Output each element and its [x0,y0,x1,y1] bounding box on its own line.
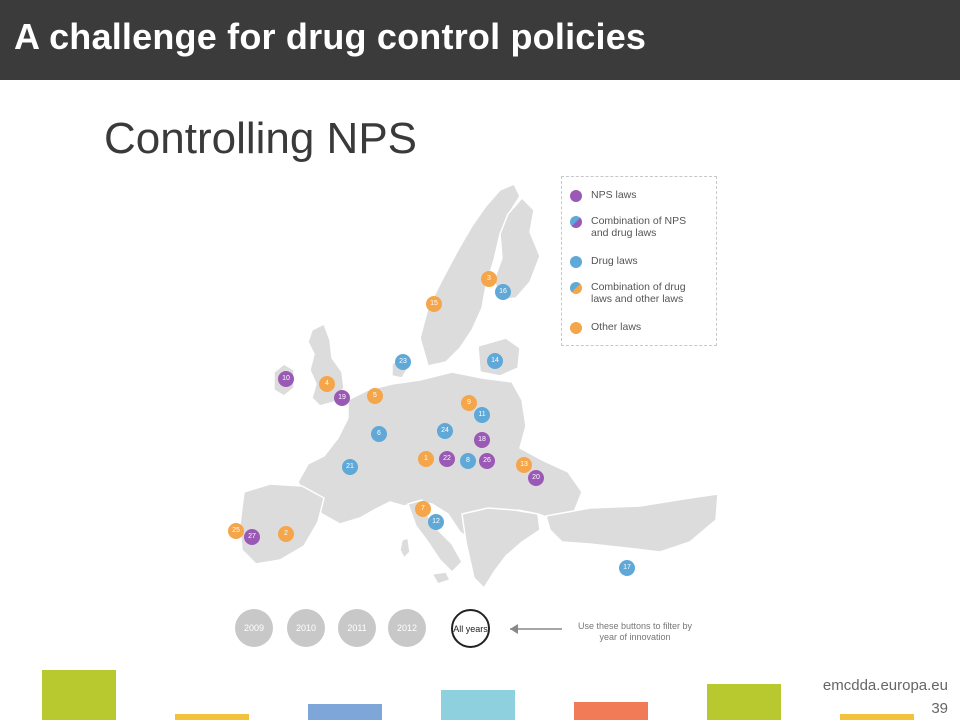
filter-arrow-head [510,624,518,634]
map-marker-22[interactable]: 22 [439,451,455,467]
other-laws-dot [570,322,582,334]
map-marker-12[interactable]: 12 [428,514,444,530]
footer-block [840,714,914,720]
map-marker-21[interactable]: 21 [342,459,358,475]
legend-item: Other laws [570,321,701,334]
slide-header: A challenge for drug control policies [0,0,960,80]
map-marker-20[interactable]: 20 [528,470,544,486]
map-marker-1[interactable]: 1 [418,451,434,467]
map-marker-19[interactable]: 19 [334,390,350,406]
footer-block [707,684,781,720]
map-marker-3[interactable]: 3 [481,271,497,287]
europe-map-figure: 3 16 15 14 23 10 4 19 5 9 11 6 24 18 1 22 8 26 13 21 20 7 12 25… [170,168,730,658]
all-years-button[interactable]: All years [451,609,490,648]
map-marker-11[interactable]: 11 [474,407,490,423]
legend-item: Combination of drug laws and other laws [570,281,701,305]
iberia-shape [239,483,325,565]
legend-label: NPS laws [591,189,637,201]
map-marker-5[interactable]: 5 [367,388,383,404]
map-marker-6[interactable]: 6 [371,426,387,442]
map-marker-10[interactable]: 10 [278,371,294,387]
map-marker-13[interactable]: 13 [516,457,532,473]
map-marker-16[interactable]: 16 [495,284,511,300]
turkey-shape [545,493,719,553]
map-marker-2[interactable]: 2 [278,526,294,542]
map-marker-7[interactable]: 7 [415,501,431,517]
drug-laws-dot [570,256,582,268]
footer-url[interactable]: emcdda.europa.eu [822,677,948,694]
nps-laws-dot [570,190,582,202]
map-marker-27[interactable]: 27 [244,529,260,545]
great-britain-shape [307,323,345,407]
combination-nps-drug-dot [570,216,582,228]
slide-subtitle: Controlling NPS [104,114,418,163]
map-marker-15[interactable]: 15 [426,296,442,312]
map-marker-24[interactable]: 24 [437,423,453,439]
footer-block [42,670,116,720]
map-marker-23[interactable]: 23 [395,354,411,370]
footer-block [574,702,648,720]
combination-drug-other-dot [570,282,582,294]
footer-block [175,714,249,720]
map-marker-4[interactable]: 4 [319,376,335,392]
map-marker-26[interactable]: 26 [479,453,495,469]
footer-block [441,690,515,720]
legend-item: Drug laws [570,255,701,268]
footer-block [308,704,382,720]
map-legend: NPS laws Combination of NPS and drug law… [561,176,717,346]
year-2010-button[interactable]: 2010 [287,609,325,647]
legend-label: Other laws [591,321,642,333]
sicily-shape [431,571,451,585]
footer-bar [0,662,960,720]
legend-label: Drug laws [591,255,638,267]
legend-label: Combination of NPS and drug laws [591,215,687,239]
map-marker-18[interactable]: 18 [474,432,490,448]
slide-title: A challenge for drug control policies [14,16,647,57]
map-marker-8[interactable]: 8 [460,453,476,469]
legend-item: NPS laws [570,189,701,202]
scandinavia-shape [419,183,521,367]
finland-shape [493,197,541,301]
balkans-shape [461,507,541,589]
map-marker-25[interactable]: 25 [228,523,244,539]
filter-hint: Use these buttons to filter by year of i… [577,621,693,642]
year-2012-button[interactable]: 2012 [388,609,426,647]
page-number: 39 [931,700,948,717]
legend-item: Combination of NPS and drug laws [570,215,701,239]
legend-label: Combination of drug laws and other laws [591,281,686,305]
map-marker-14[interactable]: 14 [487,353,503,369]
year-2011-button[interactable]: 2011 [338,609,376,647]
year-2009-button[interactable]: 2009 [235,609,273,647]
map-marker-9[interactable]: 9 [461,395,477,411]
sardinia-shape [399,537,411,559]
map-marker-17[interactable]: 17 [619,560,635,576]
